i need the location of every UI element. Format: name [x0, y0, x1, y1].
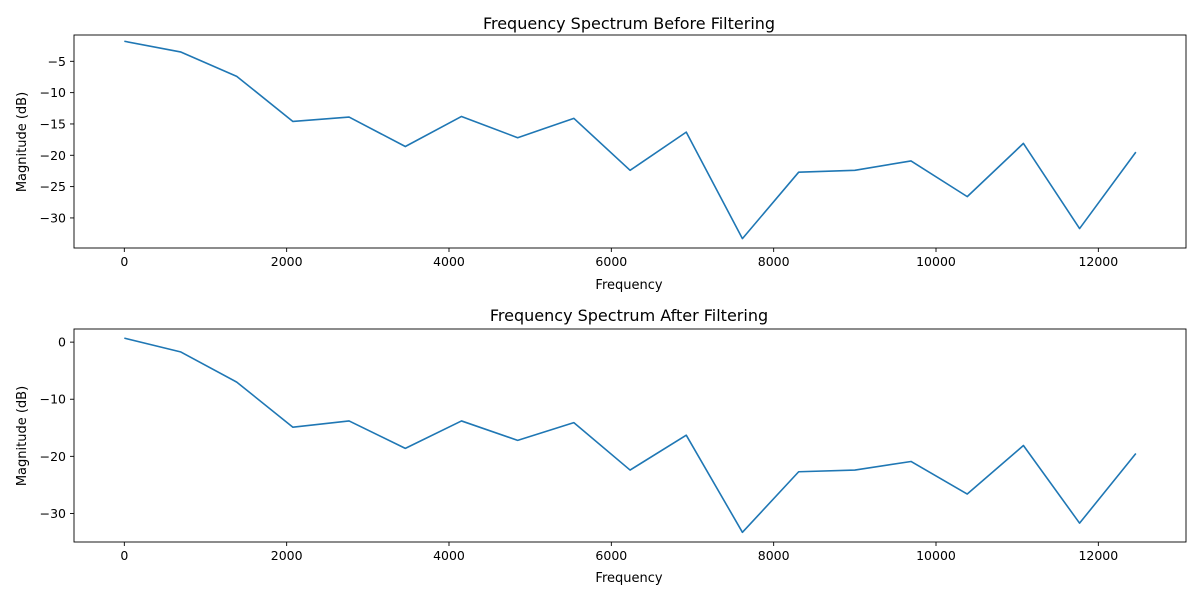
chart-after-filtering: Frequency Spectrum After Filtering Frequ… [15, 306, 1187, 586]
axes-frame [73, 328, 1187, 543]
plot-area: 0 2000 4000 6000 8000 10000 12000 0 −10 −20 −30 [40, 328, 1187, 563]
x-tick-label: 6000 [595, 548, 627, 563]
y-axis-label: Magnitude (dB) [15, 92, 30, 192]
chart-before-filtering: Frequency Spectrum Before Filtering Freq… [15, 14, 1187, 293]
x-tick-label: 0 [120, 254, 128, 269]
series-line [124, 40, 1137, 240]
x-tick-label: 12000 [1078, 548, 1118, 563]
plot-area: 0 2000 4000 6000 8000 10000 12000 −5 −10 −15 −20 −2… [40, 34, 1187, 269]
x-tick-label: 2000 [271, 548, 303, 563]
x-tick-label: 4000 [433, 254, 465, 269]
x-axis-label: Frequency [595, 278, 662, 293]
y-tick-label: −30 [40, 210, 66, 225]
x-tick-label: 10000 [916, 254, 956, 269]
x-tick-label: 12000 [1078, 254, 1118, 269]
y-tick-label: −5 [48, 54, 66, 69]
y-tick-label: −20 [40, 148, 66, 163]
y-tick-label: −20 [40, 449, 66, 464]
y-tick-label: −10 [40, 85, 66, 100]
y-axis-label: Magnitude (dB) [15, 386, 30, 486]
x-axis-label: Frequency [595, 571, 662, 586]
y-tick-label: −30 [40, 506, 66, 521]
x-tick-label: 10000 [916, 548, 956, 563]
series-line [124, 337, 1137, 534]
chart-title: Frequency Spectrum Before Filtering [483, 14, 775, 33]
x-tick-label: 4000 [433, 548, 465, 563]
axes-frame [73, 34, 1187, 249]
x-tick-label: 6000 [595, 254, 627, 269]
x-tick-label: 0 [120, 548, 128, 563]
chart-title: Frequency Spectrum After Filtering [490, 306, 768, 325]
y-tick-label: −25 [40, 179, 66, 194]
x-tick-label: 8000 [758, 254, 790, 269]
y-tick-label: −10 [40, 392, 66, 407]
x-tick-label: 8000 [758, 548, 790, 563]
x-tick-label: 2000 [271, 254, 303, 269]
y-tick-label: 0 [58, 335, 66, 350]
y-tick-label: −15 [40, 116, 66, 131]
